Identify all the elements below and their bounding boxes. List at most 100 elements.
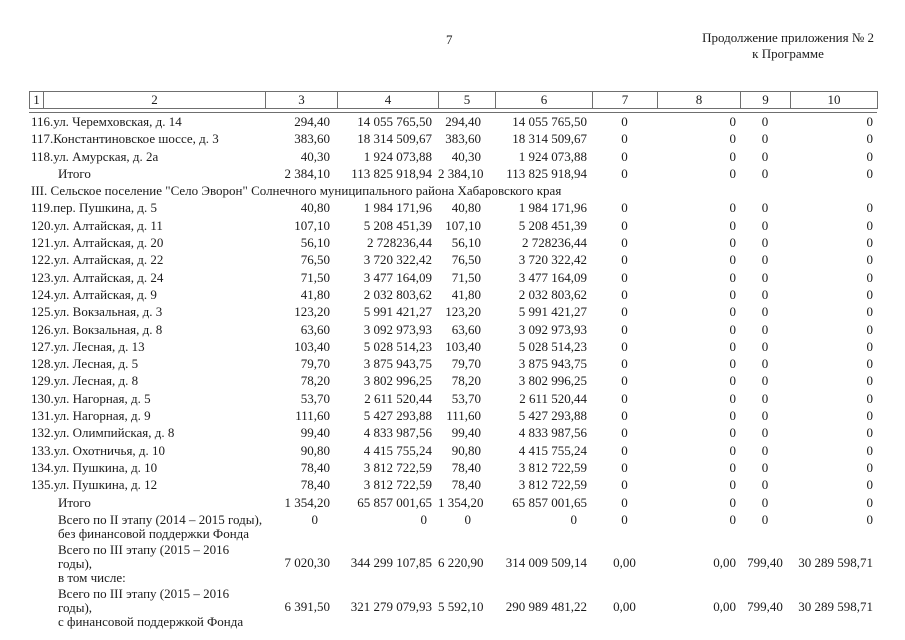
cell-col9: 799,40: [747, 599, 783, 615]
cell-col9: 0: [761, 459, 769, 475]
table-body-wrap: 116.ул. Черемховская, д. 14 294,40 14 055 …: [29, 112, 877, 629]
cell-col7: 0,00: [613, 555, 636, 571]
cell-col5: 78,20: [451, 373, 481, 389]
cell-col8: 0: [729, 114, 737, 129]
cell-col8: 0: [729, 425, 737, 441]
cell-col8: 0: [729, 321, 737, 337]
cell-col8: 0,00: [713, 599, 736, 615]
cell-col9: 0: [761, 235, 769, 251]
cell-col9: 0: [761, 217, 769, 233]
cell-col9: 0: [761, 304, 769, 320]
cell-col9: 0: [761, 477, 769, 493]
cell-col10: 0: [866, 494, 874, 510]
cell-col3: 2 384,10: [284, 165, 331, 181]
table-row-summary: Всего по III этапу (2015 – 2016 годы), в …: [29, 541, 877, 585]
cell-col7: 0: [621, 338, 628, 354]
cell-col8: 0: [729, 338, 737, 354]
row-label: Итого: [58, 165, 91, 181]
cell-col5: 294,40: [445, 114, 481, 129]
table-body: 116.ул. Черемховская, д. 14 294,40 14 055 …: [29, 113, 877, 629]
cell-col4: 14 055 765,50: [357, 114, 432, 129]
cell-col7: 0: [621, 165, 628, 181]
cell-col3: 383,60: [294, 131, 330, 147]
row-label: 134.ул. Пушкина, д. 10: [31, 459, 158, 475]
cell-col9: 0: [761, 338, 769, 354]
cell-col6: 3 720 322,42: [518, 252, 587, 268]
row-label: 118.ул. Амурская, д. 2а: [31, 148, 159, 164]
table-row-item: 120.ул. Алтайская, д. 11 107,10 5 208 451,…: [29, 217, 877, 234]
column-number-row: 1 2 3 4 5 6 7 8 9 10: [29, 91, 878, 109]
cell-col3: 79,70: [300, 356, 330, 372]
column-header-6: 6: [495, 91, 593, 109]
cell-col5: 78,40: [451, 477, 481, 493]
cell-col9: 0: [761, 165, 769, 181]
table-row-summary-top: Всего по II этапу (2014 – 2015 годы), без…: [29, 511, 877, 541]
table-row-item: 122.ул. Алтайская, д. 22 76,50 3 720 322,4…: [29, 251, 877, 268]
cell-col9: 0: [761, 148, 769, 164]
table-column-header: 1 2 3 4 5 6 7 8 9 10: [29, 91, 878, 109]
table-row-item: 134.ул. Пушкина, д. 10 78,40 3 812 722,59 7…: [29, 459, 877, 476]
cell-col8: 0: [729, 373, 737, 389]
cell-col5: 99,40: [451, 425, 481, 441]
cell-col5: 63,60: [451, 321, 481, 337]
cell-col4: 18 314 509,67: [357, 131, 432, 147]
cell-col6: 3 812 722,59: [518, 459, 587, 475]
cell-col5: 123,20: [445, 304, 481, 320]
cell-col6: 14 055 765,50: [512, 114, 587, 129]
cell-col10: 0: [866, 425, 874, 441]
cell-col3: 40,30: [300, 148, 330, 164]
cell-col9: 0: [761, 390, 769, 406]
table-row-item: 135.ул. Пушкина, д. 12 78,40 3 812 722,59 7…: [29, 476, 877, 493]
row-label: 116.ул. Черемховская, д. 14: [31, 114, 182, 129]
cell-col7: 0: [621, 511, 628, 527]
cell-col6: 2 728236,44: [522, 235, 587, 251]
cell-col10: 0: [866, 148, 874, 164]
cell-col8: 0: [729, 148, 737, 164]
cell-col6: 314 009 509,14: [505, 555, 587, 571]
table-row-summary: Всего по III этапу (2015 – 2016 годы), с …: [29, 585, 877, 629]
header-note-line2: к Программе: [752, 46, 824, 61]
cell-col3: 1 354,20: [284, 494, 331, 510]
cell-col10: 0: [866, 114, 874, 129]
cell-col5: 111,60: [446, 408, 481, 424]
cell-col4: 4 833 987,56: [363, 425, 432, 441]
cell-col8: 0: [729, 304, 737, 320]
row-label: 125.ул. Вокзальная, д. 3: [31, 304, 163, 320]
cell-col4: 3 092 973,93: [363, 321, 432, 337]
row-label-line1: Всего по II этапу (2014 – 2015 годы),: [58, 511, 263, 527]
cell-col10: 0: [866, 477, 874, 493]
cell-col8: 0: [729, 200, 737, 216]
table-row-item: 133.ул. Охотничья, д. 10 90,80 4 415 755,2…: [29, 442, 877, 459]
cell-col7: 0: [621, 252, 628, 268]
table-row-item: 129.ул. Лесная, д. 8 78,20 3 802 996,25 78,…: [29, 372, 877, 389]
cell-col3: 111,60: [295, 408, 330, 424]
cell-col6: 4 415 755,24: [518, 442, 587, 458]
table-row-item: 123.ул. Алтайская, д. 24 71,50 3 477 164,0…: [29, 269, 877, 286]
row-label: 128.ул. Лесная, д. 5: [31, 356, 139, 372]
cell-col9: 0: [761, 373, 769, 389]
cell-col6: 290 989 481,22: [505, 599, 587, 615]
cell-col5: 6 220,90: [438, 555, 484, 571]
cell-col4: 5 208 451,39: [363, 217, 432, 233]
table-row-item: 119.пер. Пушкина, д. 5 40,80 1 984 171,96 4…: [29, 199, 877, 216]
cell-col5: 56,10: [451, 235, 481, 251]
cell-col9: 0: [761, 425, 769, 441]
cell-col4: 1 984 171,96: [363, 200, 432, 216]
row-label-line2: без финансовой поддержки Фонда: [58, 525, 250, 541]
cell-col5: 383,60: [445, 131, 481, 147]
cell-col6: 65 857 001,65: [512, 494, 587, 510]
table-row-item: 128.ул. Лесная, д. 5 79,70 3 875 943,75 79,…: [29, 355, 877, 372]
cell-col5: 53,70: [451, 390, 481, 406]
section-heading: III. Сельское поселение "Село Эворон" Со…: [31, 183, 562, 199]
cell-col6: 0: [570, 511, 578, 527]
cell-col4: 1 924 073,88: [363, 148, 432, 164]
cell-col5: 90,80: [451, 442, 481, 458]
cell-col10: 30 289 598,71: [798, 599, 873, 615]
cell-col8: 0: [729, 356, 737, 372]
cell-col3: 40,80: [300, 200, 330, 216]
cell-col4: 5 991 421,27: [363, 304, 432, 320]
cell-col9: 0: [761, 286, 769, 302]
cell-col8: 0: [729, 252, 737, 268]
cell-col7: 0: [621, 494, 628, 510]
cell-col6: 3 812 722,59: [518, 477, 587, 493]
